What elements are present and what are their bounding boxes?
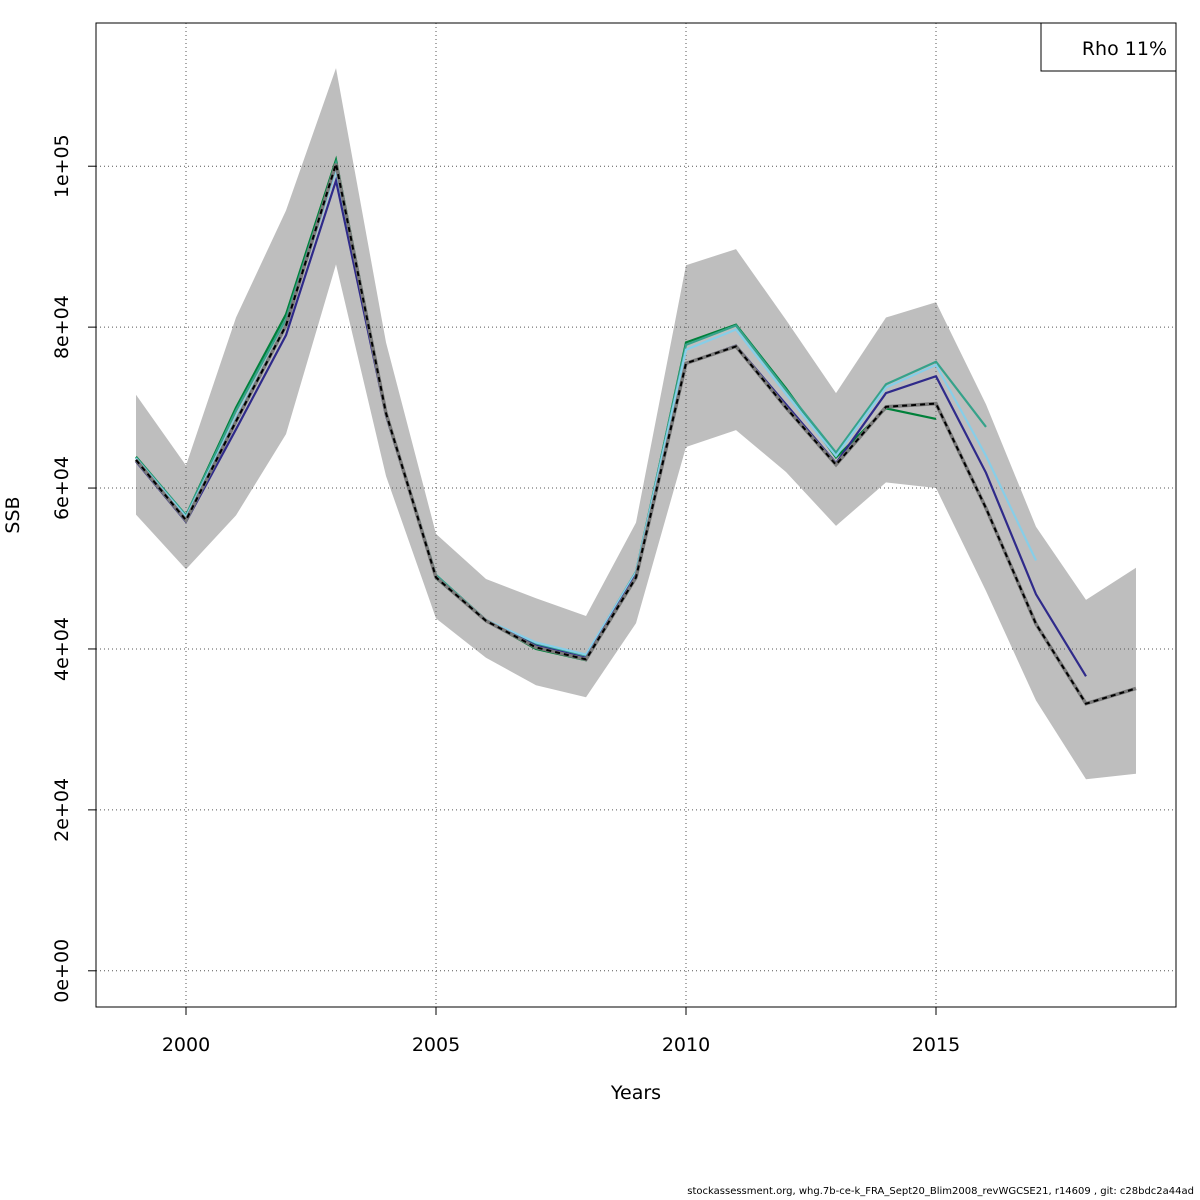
grid-layer xyxy=(96,23,1176,1007)
y-tick-label: 8e+04 xyxy=(51,295,73,359)
x-tick-label: 2005 xyxy=(412,1034,460,1056)
series-line-final-estimate xyxy=(135,163,1137,705)
y-axis-label: SSB xyxy=(2,496,24,533)
legend-box xyxy=(1040,22,1177,72)
legend: Rho 11% xyxy=(1040,22,1177,72)
y-tick-label: 1e+05 xyxy=(51,134,73,198)
y-tick-label: 0e+00 xyxy=(51,939,73,1003)
x-tick-label: 2015 xyxy=(912,1034,960,1056)
footer-source: stockassessment.org, whg.7b-ce-k_FRA_Sep… xyxy=(687,1186,1194,1197)
y-tick-label: 6e+04 xyxy=(51,456,73,520)
x-tick-label: 2000 xyxy=(162,1034,210,1056)
y-tick-label: 4e+04 xyxy=(51,617,73,681)
axis-layer: 2000 2005 2010 2015 0e+00 2e+04 4e+04 6e+04 8e+0… xyxy=(51,134,960,1056)
x-tick-label: 2010 xyxy=(662,1034,710,1056)
confidence-band xyxy=(136,68,1136,780)
confidence-band-layer xyxy=(136,68,1136,780)
plot-box xyxy=(95,22,1177,1008)
x-axis-label: Years xyxy=(610,1082,661,1104)
series-layer xyxy=(134,155,1137,706)
series-line-retro-peel-4 xyxy=(135,158,987,657)
y-tick-label: 2e+04 xyxy=(51,778,73,842)
legend-text: Rho 11% xyxy=(1082,38,1167,60)
